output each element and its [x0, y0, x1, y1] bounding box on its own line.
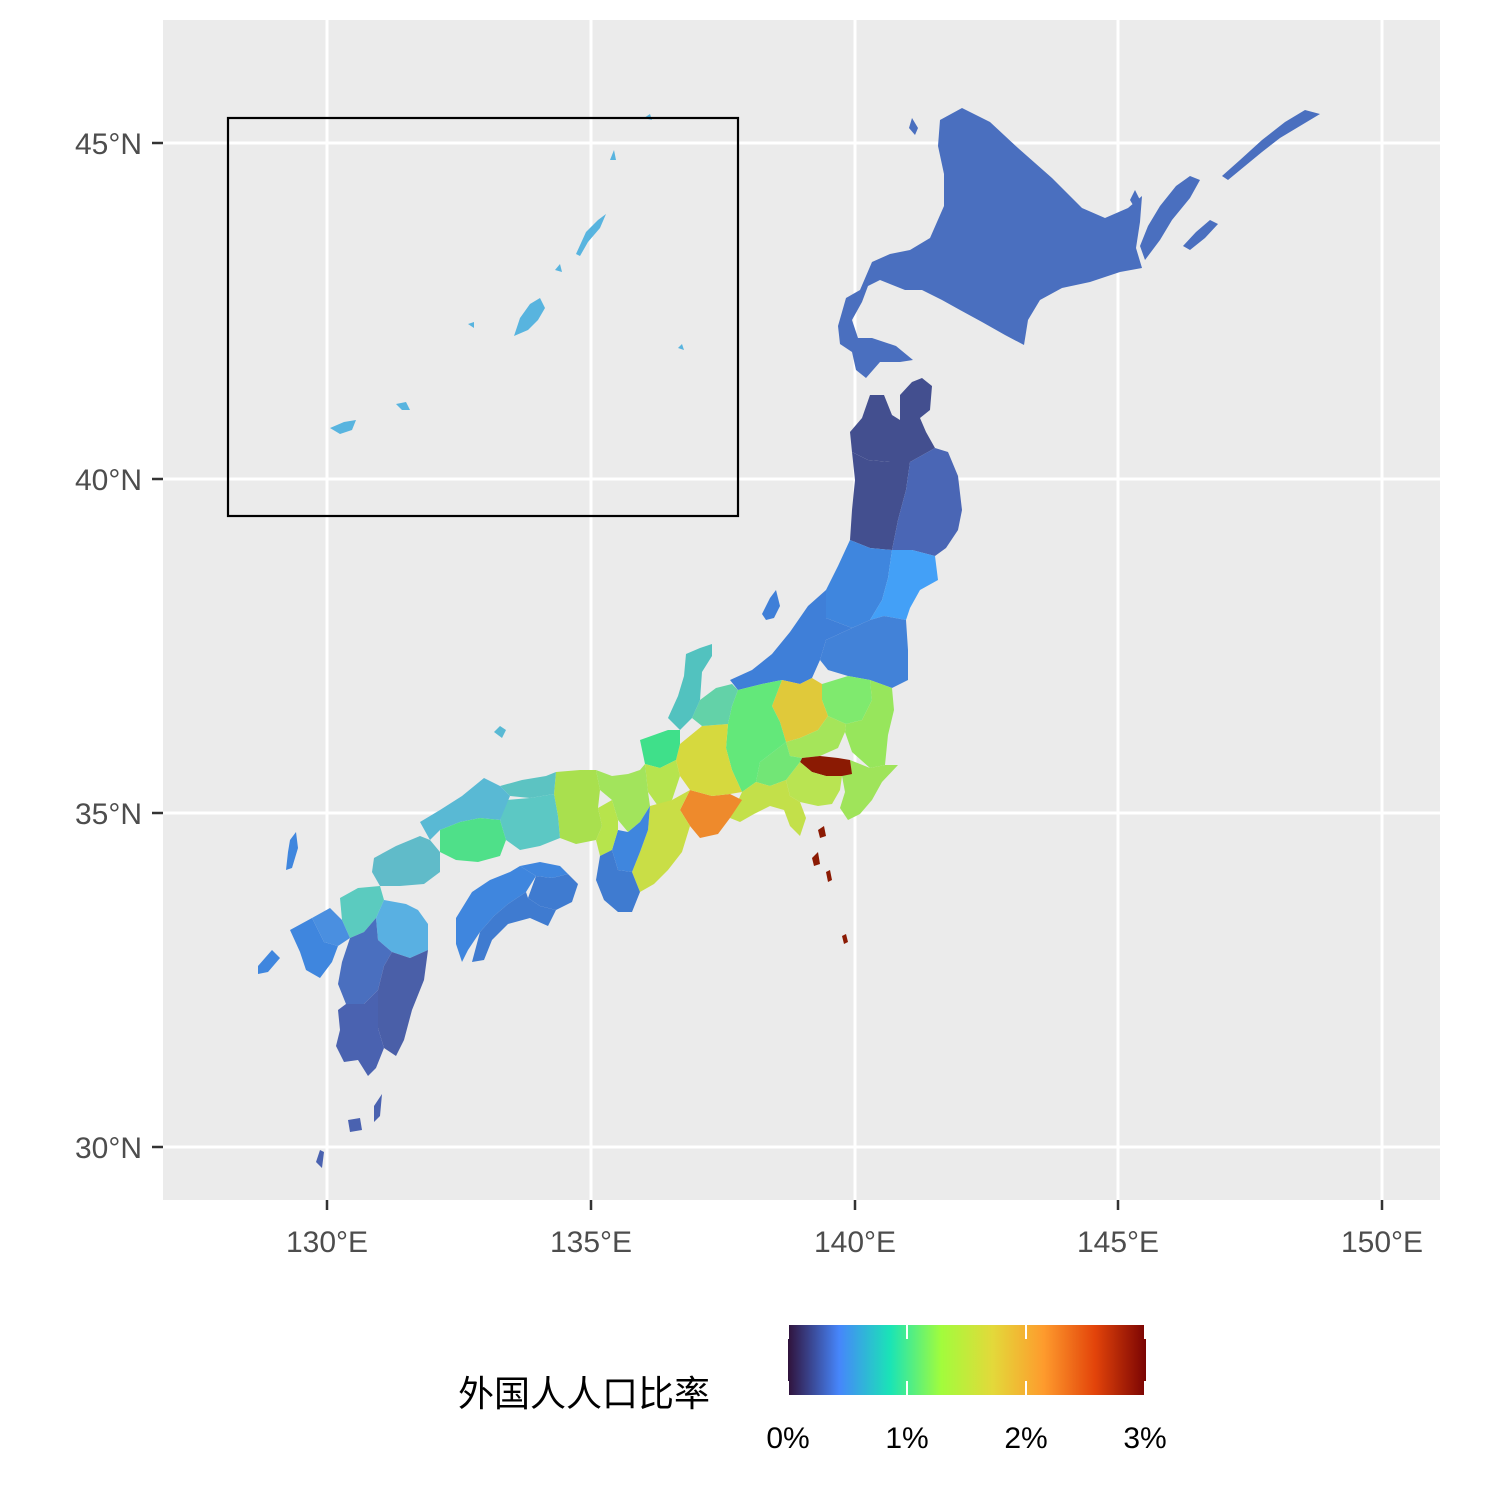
y-axis-label: 35°N — [75, 798, 142, 831]
y-axis-label: 30°N — [75, 1132, 142, 1165]
y-axis-label: 45°N — [75, 128, 142, 161]
x-axis-labels: 130°E 135°E 140°E 145°E 150°E — [286, 1226, 1423, 1259]
region-okayama[interactable] — [500, 794, 560, 850]
x-axis-label: 135°E — [550, 1226, 632, 1259]
color-legend: 外国人人口比率 0% 1% 2% 3% — [458, 1325, 1167, 1455]
legend-tick-label: 1% — [885, 1422, 928, 1455]
x-axis-label: 140°E — [814, 1226, 896, 1259]
region-hyogo[interactable] — [554, 770, 602, 844]
legend-colorbar — [788, 1325, 1146, 1395]
legend-tick-label: 3% — [1123, 1422, 1166, 1455]
legend-tick-label: 2% — [1004, 1422, 1047, 1455]
y-axis-labels: 45°N 40°N 35°N 30°N — [75, 128, 142, 1165]
legend-tick-label: 0% — [766, 1422, 809, 1455]
x-axis-label: 130°E — [286, 1226, 368, 1259]
x-axis-label: 145°E — [1077, 1226, 1159, 1259]
y-axis-label: 40°N — [75, 464, 142, 497]
legend-title: 外国人人口比率 — [458, 1374, 710, 1415]
x-axis-label: 150°E — [1341, 1226, 1423, 1259]
legend-tick-labels: 0% 1% 2% 3% — [766, 1422, 1166, 1455]
